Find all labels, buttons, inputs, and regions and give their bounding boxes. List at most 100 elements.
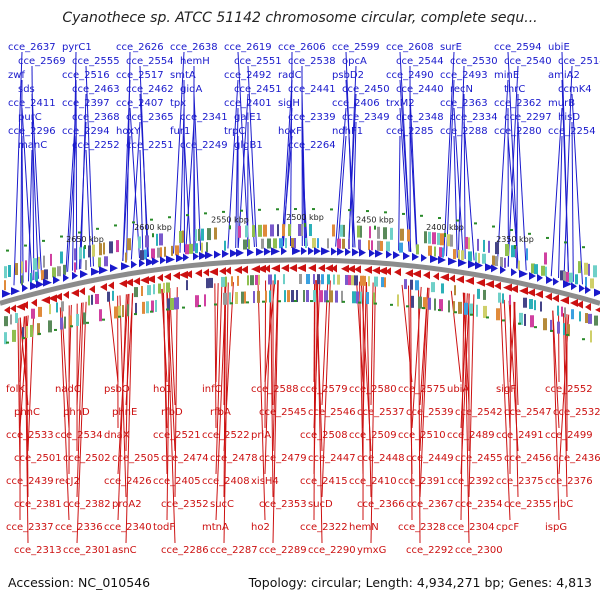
gene-line (214, 283, 217, 429)
gene-line (31, 121, 39, 279)
gene-label: cce_2447 (308, 453, 356, 464)
gene-label: cce_2381 (14, 499, 62, 510)
feature-band (255, 274, 259, 285)
feature-band (306, 274, 310, 285)
gene-label: cce_2251 (126, 140, 174, 151)
reverse-gene-arrow (331, 264, 337, 273)
feature-band (458, 249, 460, 260)
gene-label: phnC (14, 407, 40, 418)
feature-band (327, 238, 329, 249)
feature-band (518, 260, 520, 271)
feature-band (274, 274, 276, 285)
tick-mark (474, 222, 477, 225)
gene-line (166, 288, 171, 521)
tick-mark (510, 229, 513, 232)
feature-band (351, 275, 355, 286)
tick-mark (96, 227, 99, 230)
gene-label: sucD (308, 499, 333, 510)
feature-band (313, 274, 315, 285)
reverse-gene-arrow (494, 281, 501, 290)
feature-band (333, 274, 335, 285)
gene-label: zwf (8, 70, 25, 81)
gene-line (399, 79, 412, 252)
forward-gene-lines (13, 51, 583, 286)
feature-band (434, 246, 436, 257)
gene-label: cce_2456 (504, 453, 552, 464)
feature-band (57, 266, 61, 277)
gene-label: cce_2448 (357, 453, 405, 464)
kbp-tick (374, 225, 376, 230)
forward-gene-arrow (438, 256, 446, 265)
gene-label: cce_2301 (63, 545, 111, 556)
tick-mark (358, 301, 361, 304)
feature-band (95, 294, 99, 305)
tick-mark (54, 328, 57, 331)
gene-line (321, 280, 331, 498)
gene-line (464, 292, 470, 544)
feature-band (348, 239, 350, 250)
gene-label: psbD2 (332, 70, 364, 81)
feature-band (229, 292, 231, 305)
gene-label: cce_2522 (202, 430, 250, 441)
feature-band (88, 245, 91, 258)
gene-line (410, 285, 413, 521)
gene-label: pyrC1 (62, 42, 92, 53)
forward-gene-arrow (403, 252, 410, 261)
gene-line (301, 149, 308, 247)
accession-text: Accession: NC_010546 (8, 575, 150, 590)
feature-band (8, 265, 11, 278)
feature-band (74, 262, 76, 273)
forward-gene-arrow (121, 262, 130, 271)
feature-band (127, 238, 131, 251)
forward-gene-arrow (594, 288, 600, 297)
tick-mark (438, 217, 441, 220)
gene-line (450, 290, 462, 383)
feature-band (415, 280, 419, 291)
forward-gene-arrow (247, 248, 254, 257)
forward-gene-arrow (131, 260, 137, 269)
feature-band (74, 248, 76, 261)
tick-mark (518, 322, 521, 325)
feature-band (60, 251, 63, 264)
feature-band (496, 308, 500, 321)
reverse-gene-arrow (476, 278, 485, 287)
feature-band (428, 231, 431, 244)
tick-mark (348, 209, 351, 212)
reverse-gene-arrow (347, 265, 355, 274)
feature-band (31, 308, 35, 319)
feature-band (564, 307, 566, 318)
feature-band (267, 238, 271, 249)
kbp-tick-label: 2500 kbp (286, 213, 324, 222)
gene-line (301, 93, 307, 247)
feature-band (4, 332, 7, 345)
forward-gene-arrow (563, 280, 572, 289)
forward-gene-arrow (199, 251, 207, 260)
feature-band (64, 316, 66, 329)
gene-label: cce_2367 (406, 499, 454, 510)
gene-line (122, 79, 131, 261)
tick-mark (86, 321, 89, 324)
forward-gene-arrow (537, 273, 543, 282)
forward-gene-arrow (579, 284, 585, 293)
reverse-gene-arrow (485, 280, 494, 289)
feature-band (439, 247, 442, 258)
tick-mark (456, 219, 459, 222)
forward-gene-arrow (205, 251, 213, 260)
feature-band (504, 257, 506, 268)
gene-line (78, 121, 87, 270)
gene-label: amiA2 (548, 70, 580, 81)
forward-gene-arrow (585, 286, 591, 295)
kbp-tick (304, 223, 306, 228)
gene-line (25, 315, 29, 498)
reverse-gene-arrow (4, 306, 10, 315)
feature-band (287, 290, 290, 303)
tick-mark (168, 216, 171, 219)
feature-band (498, 292, 501, 303)
tick-mark (406, 305, 409, 308)
gene-line (503, 299, 511, 429)
kbp-tick (444, 232, 446, 237)
gene-label: cce_2426 (104, 476, 152, 487)
feature-band (163, 282, 165, 293)
tick-mark (422, 307, 425, 310)
